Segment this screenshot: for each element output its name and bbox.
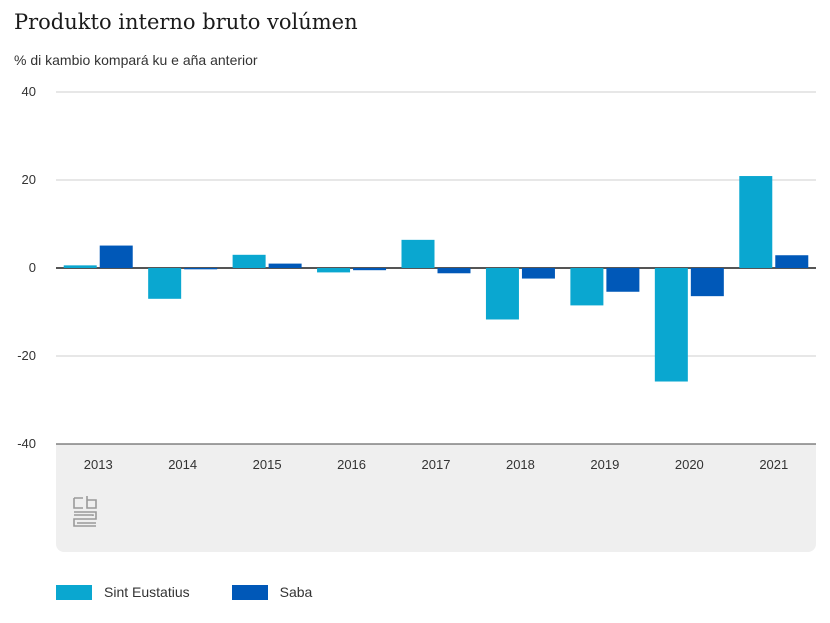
legend-label-saba: Saba [279,584,313,600]
legend-swatch-sint-eustatius [56,584,92,600]
grid-lines [56,91,816,445]
bar-sint-eustatius-2014[interactable] [148,268,182,299]
bar-saba-2017[interactable] [437,268,471,274]
legend-label-sint-eustatius: Sint Eustatius [104,584,190,600]
bar-sint-eustatius-2020[interactable] [654,268,688,382]
bar-sint-eustatius-2021[interactable] [739,176,773,268]
bars [63,176,809,382]
bar-saba-2013[interactable] [99,245,133,268]
legend-swatch-saba [231,584,268,600]
bar-saba-2016[interactable] [353,268,387,271]
y-axis-ticks: 40 20 0 -20 -40 [17,84,36,451]
bar-saba-2014[interactable] [184,268,218,270]
x-tick-label: 2020 [675,457,704,472]
x-tick-label: 2013 [84,457,113,472]
legend-item-sint-eustatius[interactable]: Sint Eustatius [56,584,190,600]
y-tick-label: -40 [17,436,36,451]
bar-saba-2020[interactable] [690,268,724,297]
bar-saba-2018[interactable] [521,268,555,279]
y-tick-label: 40 [22,84,36,99]
x-tick-label: 2014 [168,457,197,472]
x-tick-label: 2017 [422,457,451,472]
y-tick-label: -20 [17,348,36,363]
x-axis-panel [56,444,816,552]
x-tick-label: 2016 [337,457,366,472]
chart-title: Produkto interno bruto volúmen [14,10,358,34]
x-tick-label: 2019 [590,457,619,472]
x-tick-label: 2018 [506,457,535,472]
bar-sint-eustatius-2019[interactable] [570,268,604,306]
bar-sint-eustatius-2013[interactable] [63,265,97,268]
y-tick-label: 0 [29,260,36,275]
bar-saba-2019[interactable] [606,268,640,292]
bar-saba-2021[interactable] [775,255,809,268]
bar-saba-2015[interactable] [268,263,302,268]
chart-subtitle: % di kambio kompará ku e aña anterior [14,52,258,68]
legend-item-saba[interactable]: Saba [231,584,313,600]
bar-sint-eustatius-2017[interactable] [401,239,435,268]
y-tick-label: 20 [22,172,36,187]
bar-sint-eustatius-2015[interactable] [232,254,266,268]
cbs-logo-icon [73,496,97,527]
x-tick-label: 2021 [759,457,788,472]
bar-sint-eustatius-2018[interactable] [485,268,519,320]
x-tick-label: 2015 [253,457,282,472]
x-axis-ticks: 2013 2014 2015 2016 2017 2018 2019 2020 2021 [84,457,788,472]
legend: Sint Eustatius Saba [56,584,354,600]
bar-sint-eustatius-2016[interactable] [317,268,351,273]
bar-chart: 40 20 0 -20 -40 2013 2014 2015 2016 2017 2018 2019… [17,84,816,472]
